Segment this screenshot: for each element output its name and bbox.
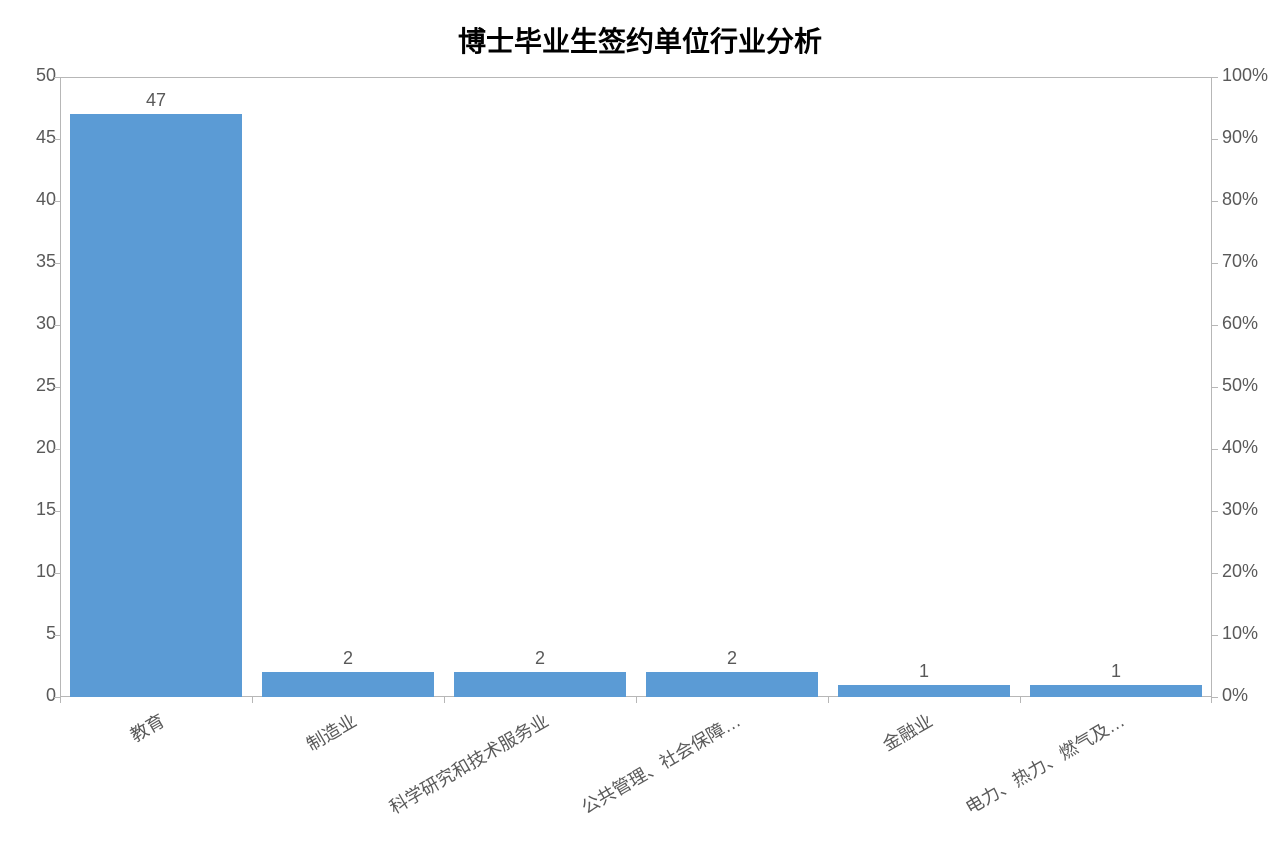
axis-left-tickmark — [54, 263, 60, 264]
axis-right-tickmark — [1212, 511, 1218, 512]
axis-bottom-tickmark — [1211, 697, 1212, 703]
axis-right-tick: 0% — [1222, 685, 1248, 706]
axis-left-tick: 30 — [10, 313, 56, 334]
axis-left-tick: 15 — [10, 499, 56, 520]
axis-bottom-tickmark — [828, 697, 829, 703]
axis-right-tick: 30% — [1222, 499, 1258, 520]
data-label: 1 — [1030, 661, 1203, 682]
bar — [838, 685, 1011, 697]
data-label: 1 — [838, 661, 1011, 682]
category-label: 金融业 — [877, 707, 937, 757]
axis-left-tick: 20 — [10, 437, 56, 458]
axis-left-tickmark — [54, 325, 60, 326]
data-label: 2 — [262, 648, 435, 669]
axis-left-tickmark — [54, 449, 60, 450]
axis-left-tickmark — [54, 511, 60, 512]
axis-left-tick: 50 — [10, 65, 56, 86]
axis-right-tickmark — [1212, 201, 1218, 202]
category-label: 制造业 — [301, 707, 361, 757]
axis-left-tick: 0 — [10, 685, 56, 706]
axis-bottom-tickmark — [1020, 697, 1021, 703]
category-label: 公共管理、社会保障… — [576, 707, 745, 820]
bar — [262, 672, 435, 697]
axis-right-tickmark — [1212, 387, 1218, 388]
data-label: 2 — [646, 648, 819, 669]
axis-right-tick: 10% — [1222, 623, 1258, 644]
axis-right-tick: 20% — [1222, 561, 1258, 582]
data-label: 47 — [70, 90, 243, 111]
axis-left-tickmark — [54, 201, 60, 202]
axis-left-tick: 35 — [10, 251, 56, 272]
axis-left-tick: 10 — [10, 561, 56, 582]
axis-left-tickmark — [54, 635, 60, 636]
axis-right-tickmark — [1212, 635, 1218, 636]
axis-left-tickmark — [54, 573, 60, 574]
axis-right-tick: 60% — [1222, 313, 1258, 334]
category-label: 教育 — [125, 707, 169, 748]
bar — [1030, 685, 1203, 697]
data-label: 2 — [454, 648, 627, 669]
axis-right-tickmark — [1212, 139, 1218, 140]
axis-bottom-tickmark — [60, 697, 61, 703]
axis-right-tickmark — [1212, 77, 1218, 78]
axis-right-tickmark — [1212, 573, 1218, 574]
axis-right-tick: 50% — [1222, 375, 1258, 396]
category-label: 电力、热力、燃气及… — [960, 707, 1129, 820]
bar — [646, 672, 819, 697]
chart-container: 博士毕业生签约单位行业分析 0 5 10 15 20 25 30 35 40 45 50 0% 10%… — [0, 0, 1280, 853]
axis-right-tickmark — [1212, 697, 1218, 698]
chart-title: 博士毕业生签约单位行业分析 — [0, 20, 1280, 60]
axis-right-tick: 40% — [1222, 437, 1258, 458]
bar — [454, 672, 627, 697]
axis-left-tickmark — [54, 387, 60, 388]
axis-right-tick: 80% — [1222, 189, 1258, 210]
bar — [70, 114, 243, 697]
category-label: 科学研究和技术服务业 — [384, 707, 553, 820]
axis-right-tick: 90% — [1222, 127, 1258, 148]
axis-left-tick: 40 — [10, 189, 56, 210]
axis-bottom-tickmark — [444, 697, 445, 703]
axis-right-tick: 70% — [1222, 251, 1258, 272]
axis-bottom-tickmark — [636, 697, 637, 703]
axis-right-tickmark — [1212, 325, 1218, 326]
axis-left-tickmark — [54, 77, 60, 78]
axis-right-tick: 100% — [1222, 65, 1268, 86]
axis-left-tick: 25 — [10, 375, 56, 396]
axis-left-tick: 45 — [10, 127, 56, 148]
axis-left-tickmark — [54, 139, 60, 140]
axis-left-tick: 5 — [10, 623, 56, 644]
axis-right-tickmark — [1212, 263, 1218, 264]
axis-right-tickmark — [1212, 449, 1218, 450]
axis-bottom-tickmark — [252, 697, 253, 703]
